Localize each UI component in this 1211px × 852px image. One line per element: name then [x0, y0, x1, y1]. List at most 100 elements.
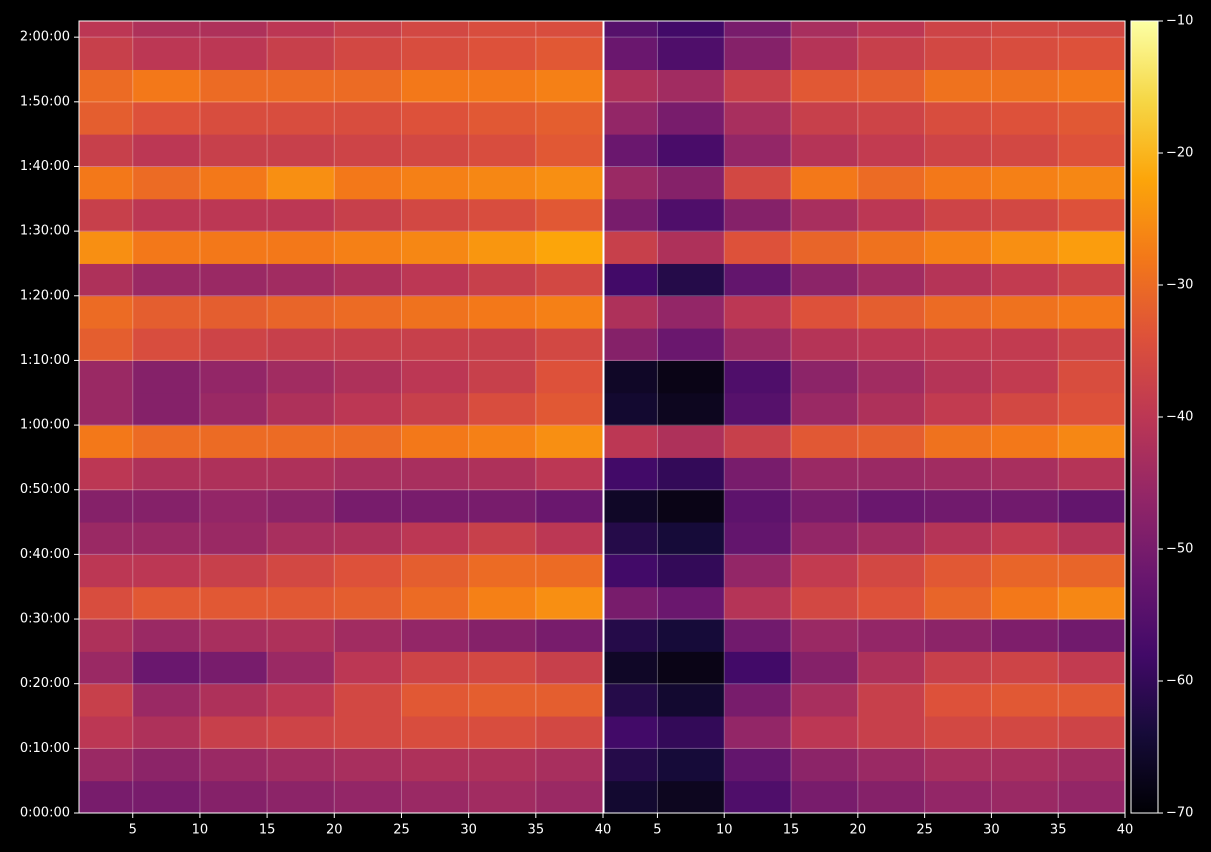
heat-cell — [79, 619, 134, 652]
heat-cell — [1058, 328, 1126, 361]
heat-cell — [924, 101, 992, 135]
heat-cell — [535, 37, 604, 70]
heat-cell — [334, 457, 402, 491]
colorbar-tick-label: −40 — [1166, 410, 1193, 425]
heat-cell — [791, 457, 859, 491]
heat-cell — [334, 619, 402, 652]
heat-cell — [1058, 198, 1126, 232]
y-tick-label: 0:30:00 — [20, 612, 70, 627]
heat-cell — [791, 328, 859, 361]
heat-cell — [791, 263, 859, 297]
heat-cell — [857, 651, 926, 685]
heat-cell — [657, 554, 725, 588]
heat-cell — [791, 101, 859, 135]
heat-cell — [991, 231, 1059, 264]
heat-cell — [535, 780, 604, 814]
heat-cell — [79, 328, 134, 361]
heat-cell — [334, 166, 402, 200]
heat-cell — [132, 748, 201, 782]
heat-cell — [267, 651, 335, 685]
heat-cell — [535, 748, 604, 782]
heat-cell — [604, 619, 658, 652]
y-tick-label: 1:00:00 — [20, 418, 70, 433]
heat-cell — [468, 748, 537, 782]
heat-cell — [267, 457, 335, 491]
x-tick-label: 30 — [460, 823, 477, 838]
heat-cell — [79, 489, 134, 523]
heat-cell — [924, 21, 992, 38]
heat-cell — [1058, 619, 1126, 652]
heat-cell — [535, 651, 604, 685]
heat-cell — [79, 166, 134, 200]
x-tick-label: 25 — [393, 823, 410, 838]
heat-cell — [334, 37, 402, 70]
heat-cell — [604, 21, 658, 38]
heat-cell — [401, 425, 470, 458]
heat-cell — [791, 21, 859, 38]
heat-cell — [468, 134, 537, 167]
heat-cell — [604, 198, 658, 232]
heat-cell — [924, 37, 992, 70]
heat-cell — [924, 586, 992, 620]
heat-cell — [724, 295, 792, 329]
heat-cell — [199, 69, 268, 103]
heat-cell — [924, 748, 992, 782]
heat-cell — [991, 554, 1059, 588]
heat-cell — [857, 554, 926, 588]
heat-cell — [468, 295, 537, 329]
heat-cell — [657, 328, 725, 361]
heat-cell — [199, 586, 268, 620]
heat-cell — [132, 716, 201, 749]
heat-cell — [132, 263, 201, 297]
heat-cell — [791, 554, 859, 588]
heat-cell — [79, 780, 134, 814]
heat-cell — [401, 716, 470, 749]
heat-cell — [199, 101, 268, 135]
heat-cell — [857, 392, 926, 426]
heat-cell — [535, 198, 604, 232]
heat-cell — [1058, 392, 1126, 426]
y-tick-label: 0:10:00 — [20, 741, 70, 756]
heat-cell — [334, 295, 402, 329]
heat-cell — [857, 522, 926, 555]
heat-cell — [199, 425, 268, 458]
heat-cell — [79, 69, 134, 103]
heat-cell — [604, 392, 658, 426]
heat-cell — [535, 489, 604, 523]
heat-cell — [604, 554, 658, 588]
heat-cell — [401, 231, 470, 264]
heat-cell — [924, 166, 992, 200]
heat-cell — [604, 489, 658, 523]
heat-cell — [334, 683, 402, 717]
heat-cell — [79, 522, 134, 555]
heat-cell — [468, 651, 537, 685]
x-tick-label: 10 — [716, 823, 733, 838]
heat-cell — [604, 780, 658, 814]
heat-cell — [468, 554, 537, 588]
heat-cell — [724, 134, 792, 167]
heat-cell — [334, 263, 402, 297]
heat-cell — [199, 457, 268, 491]
heat-cell — [991, 716, 1059, 749]
heat-cell — [724, 457, 792, 491]
heat-cell — [79, 586, 134, 620]
plot-frame — [603, 20, 1126, 814]
heat-cell — [724, 522, 792, 555]
heat-cell — [1058, 683, 1126, 717]
heat-cell — [468, 360, 537, 394]
heat-cell — [468, 716, 537, 749]
heat-cell — [132, 780, 201, 814]
heat-cell — [604, 425, 658, 458]
heat-cell — [334, 69, 402, 103]
heat-cell — [132, 134, 201, 167]
plot-frame — [78, 20, 604, 814]
heat-cell — [924, 231, 992, 264]
heat-cell — [857, 360, 926, 394]
heat-cell — [991, 37, 1059, 70]
heat-cell — [267, 295, 335, 329]
heat-cell — [79, 651, 134, 685]
heat-cell — [1058, 360, 1126, 394]
heat-cell — [857, 425, 926, 458]
heat-cell — [1058, 554, 1126, 588]
heat-cell — [79, 263, 134, 297]
